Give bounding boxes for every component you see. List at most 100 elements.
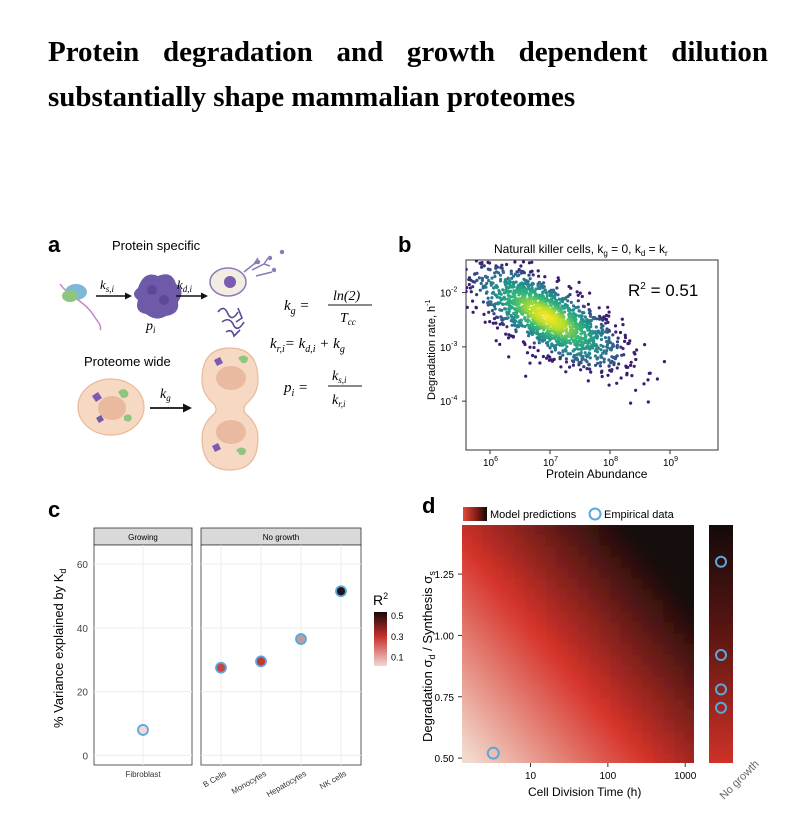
heatmap-cell <box>514 731 526 744</box>
data-point <box>565 345 569 349</box>
data-point <box>597 306 601 310</box>
data-point <box>458 272 461 275</box>
heatmap-cell <box>482 622 494 635</box>
data-point <box>590 344 594 348</box>
data-point <box>567 314 571 319</box>
heatmap-cell <box>567 698 579 711</box>
heatmap-cell <box>620 698 633 711</box>
heatmap-cell <box>631 687 643 700</box>
heatmap-cell <box>599 633 611 645</box>
data-point <box>498 273 503 277</box>
legend-label: 0.1 <box>391 653 404 663</box>
heatmap-cell <box>503 654 515 667</box>
heatmap-cell <box>652 589 665 602</box>
heatmap-cell <box>514 676 526 689</box>
heatmap-cell <box>684 644 694 656</box>
heatmap-cell <box>663 665 675 678</box>
svg-text:ks,i: ks,i <box>332 369 347 385</box>
heatmap-cell <box>514 556 526 569</box>
data-point <box>584 320 588 324</box>
heatmap-cell <box>610 534 622 547</box>
chart-d-axes: 10 100 1000 0.50 0.75 1.00 1.25 <box>435 570 697 782</box>
heatmap-cell <box>631 720 643 733</box>
data-point <box>490 309 494 313</box>
data-point <box>571 304 576 308</box>
data-point <box>598 317 602 321</box>
heatmap-cell <box>599 589 611 602</box>
data-point <box>586 302 591 306</box>
data-point <box>559 315 563 319</box>
data-point <box>519 318 523 322</box>
data-point <box>578 291 582 295</box>
data-point <box>564 357 569 361</box>
heatmap-cell <box>450 535 462 547</box>
heatmap-cell <box>524 753 537 763</box>
data-point <box>487 278 491 283</box>
y-tick-label: 1.25 <box>435 570 455 581</box>
heatmap-cell <box>471 534 483 547</box>
heatmap-cell <box>462 731 473 744</box>
data-point <box>501 270 505 275</box>
heatmap-cell <box>620 633 633 645</box>
heatmap-cell <box>599 720 611 733</box>
heatmap-cell <box>631 654 643 667</box>
data-point <box>576 334 580 339</box>
heatmap-cell <box>503 731 515 744</box>
heatmap-cell <box>663 633 675 645</box>
heatmap-cell <box>631 611 643 624</box>
data-point <box>537 341 541 345</box>
y-tick-label: 0.50 <box>435 754 455 765</box>
data-point <box>607 364 611 368</box>
data-point <box>521 340 526 344</box>
heatmap-cell <box>663 622 675 635</box>
data-point <box>565 330 569 334</box>
heatmap-cell <box>462 622 473 635</box>
heatmap-cell <box>482 753 494 763</box>
no-growth-empirical-point <box>715 701 727 714</box>
heatmap-cell <box>642 600 654 613</box>
data-point <box>471 310 475 314</box>
heatmap-cell <box>674 644 686 656</box>
heatmap-cell <box>685 513 697 525</box>
heatmap-cell <box>610 578 622 591</box>
heatmap-cell <box>620 611 633 624</box>
heatmap-cell <box>482 665 494 678</box>
data-point <box>510 285 515 289</box>
data-point <box>491 290 495 294</box>
data-point <box>462 278 465 281</box>
data-point <box>434 253 437 256</box>
heatmap-cell <box>535 622 547 635</box>
heatmap-cell <box>599 654 611 667</box>
data-point <box>543 275 547 279</box>
heatmap-cell <box>652 687 665 700</box>
facet-label-no-growth: No growth <box>263 533 299 542</box>
data-point <box>625 371 629 375</box>
legend-label: 0.5 <box>391 611 404 621</box>
heatmap-cell <box>674 545 686 558</box>
data-point <box>557 301 561 305</box>
data-point <box>599 343 603 347</box>
heatmap-cell <box>674 611 686 624</box>
chart-c-gridlines <box>94 545 361 765</box>
data-point <box>579 332 583 336</box>
heatmap-cell <box>556 709 569 722</box>
heatmap-cell <box>471 600 483 613</box>
data-point <box>529 331 533 335</box>
heatmap-cell <box>631 698 643 711</box>
data-point <box>599 348 603 352</box>
data-point <box>585 367 589 371</box>
data-point <box>450 267 453 270</box>
heatmap-cell <box>599 611 611 624</box>
heatmap-cell <box>471 698 483 711</box>
heatmap-cell <box>684 709 694 722</box>
no-growth-empirical-point <box>715 649 727 662</box>
data-point <box>480 262 484 266</box>
data-point <box>613 324 618 328</box>
heatmap-cell <box>578 709 590 722</box>
data-point <box>601 318 605 322</box>
data-point <box>556 276 560 280</box>
data-point <box>607 383 611 387</box>
data-point <box>626 342 630 346</box>
data-point <box>594 325 598 329</box>
data-point <box>575 290 579 294</box>
